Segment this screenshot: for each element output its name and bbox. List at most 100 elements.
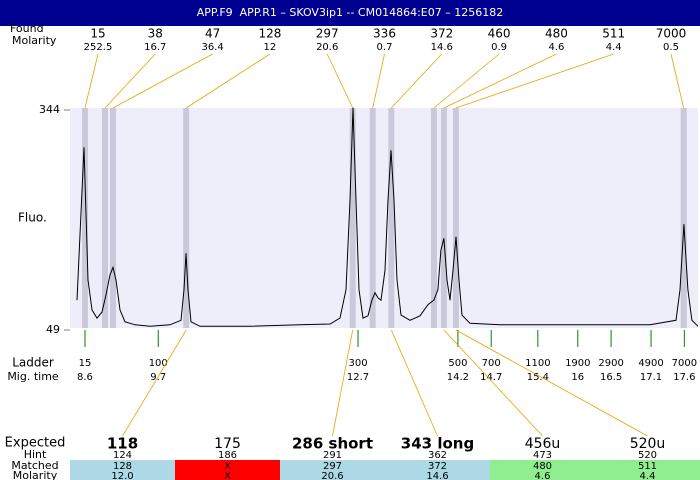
peak-connector xyxy=(391,53,443,109)
matched-cell xyxy=(385,460,490,480)
molarity-label: Molarity xyxy=(12,34,57,47)
peak-size: 7000 xyxy=(656,27,687,41)
peak-size: 128 xyxy=(258,27,281,41)
hint-size: 520 xyxy=(638,450,657,461)
peak-size: 511 xyxy=(602,27,625,41)
ladder-time: 12.7 xyxy=(347,372,369,383)
match-connector xyxy=(332,329,354,437)
hint-size: 362 xyxy=(428,450,447,461)
peak-connector xyxy=(443,53,557,109)
peak-connector xyxy=(185,53,271,109)
peak-band xyxy=(183,108,190,328)
match-connector xyxy=(455,329,648,437)
matched-size: X xyxy=(224,461,231,472)
peak-connector xyxy=(670,53,685,109)
matched-cell xyxy=(490,460,595,480)
peaks-label: Found xyxy=(10,22,44,35)
ladder-time: 16.5 xyxy=(600,372,622,383)
ladder-size: 4900 xyxy=(638,358,663,369)
peak-band xyxy=(369,108,376,328)
peak-molarity: 12 xyxy=(264,42,277,53)
matched-cell xyxy=(175,460,280,480)
row-label: Hint xyxy=(24,448,47,461)
peak-molarity: 252.5 xyxy=(84,42,113,53)
ladder-time: 17.1 xyxy=(640,372,662,383)
peak-size: 15 xyxy=(90,27,105,41)
match-connector xyxy=(122,329,187,437)
plot-area xyxy=(70,108,698,328)
peak-connector xyxy=(84,53,99,109)
ladder-time: 9.7 xyxy=(150,372,166,383)
match-connector xyxy=(443,329,543,437)
row-label: Molarity xyxy=(13,469,58,480)
header-title: APP.F9 APP.R1 – SKOV3ip1 -- CM014864:E07… xyxy=(197,6,503,19)
ladder-size: 500 xyxy=(448,358,467,369)
peak-size: 336 xyxy=(373,27,396,41)
peak-size: 47 xyxy=(205,27,220,41)
hint-size: 124 xyxy=(113,450,132,461)
ladder-size: 7000 xyxy=(672,358,697,369)
peak-connector xyxy=(455,53,614,109)
expected-size: 456u xyxy=(525,436,561,452)
matched-cell xyxy=(70,460,175,480)
ladder-size: 1900 xyxy=(565,358,590,369)
peak-size: 480 xyxy=(545,27,568,41)
peak-molarity: 4.4 xyxy=(606,42,622,53)
matched-molarity: 14.6 xyxy=(426,471,448,480)
matched-molarity: 4.4 xyxy=(640,471,656,480)
hint-size: 473 xyxy=(533,450,552,461)
matched-molarity: 12.0 xyxy=(111,471,133,480)
peak-connector xyxy=(433,53,500,109)
hint-size: 186 xyxy=(218,450,237,461)
peak-band xyxy=(388,108,395,328)
peak-band xyxy=(81,108,88,328)
peak-connector xyxy=(326,53,354,109)
matched-cell xyxy=(280,460,385,480)
mig-time-label: Mig. time xyxy=(7,370,59,383)
hint-size: 291 xyxy=(323,450,342,461)
peak-connector xyxy=(112,53,213,109)
peak-molarity: 0.7 xyxy=(377,42,393,53)
peak-connector xyxy=(104,53,156,109)
ladder-time: 16 xyxy=(571,372,584,383)
ladder-size: 700 xyxy=(482,358,501,369)
header-bar xyxy=(0,0,700,26)
row-label: Expected xyxy=(5,436,66,451)
matched-size: 372 xyxy=(428,461,447,472)
peak-band xyxy=(349,108,356,328)
ladder-label: Ladder xyxy=(12,356,54,370)
ladder-size: 1100 xyxy=(525,358,550,369)
matched-size: 511 xyxy=(638,461,657,472)
peak-band xyxy=(680,108,687,328)
peak-band xyxy=(452,108,459,328)
ladder-size: 100 xyxy=(149,358,168,369)
trace xyxy=(76,107,699,327)
peak-molarity: 36.4 xyxy=(201,42,223,53)
peak-size: 460 xyxy=(488,27,511,41)
peak-molarity: 14.6 xyxy=(431,42,453,53)
ladder-size: 15 xyxy=(79,358,92,369)
matched-cell xyxy=(595,460,700,480)
peak-size: 372 xyxy=(430,27,453,41)
y-tick-label: 344 xyxy=(39,103,60,116)
matched-molarity: 20.6 xyxy=(321,471,343,480)
peak-band xyxy=(430,108,437,328)
ladder-time: 8.6 xyxy=(77,372,93,383)
ladder-time: 14.7 xyxy=(480,372,502,383)
ladder-size: 300 xyxy=(348,358,367,369)
peak-band xyxy=(101,108,108,328)
matched-size: 480 xyxy=(533,461,552,472)
matched-molarity: 4.6 xyxy=(535,471,551,480)
ladder-time: 15.4 xyxy=(527,372,549,383)
row-label: Matched xyxy=(11,459,58,472)
peak-connector xyxy=(372,53,385,109)
peak-molarity: 4.6 xyxy=(548,42,564,53)
matched-size: 128 xyxy=(113,461,132,472)
expected-size: 286 short xyxy=(292,435,373,453)
expected-size: 118 xyxy=(107,435,138,453)
peak-size: 297 xyxy=(316,27,339,41)
peak-band xyxy=(440,108,447,328)
peak-molarity: 20.6 xyxy=(316,42,338,53)
expected-size: 175 xyxy=(214,436,241,452)
